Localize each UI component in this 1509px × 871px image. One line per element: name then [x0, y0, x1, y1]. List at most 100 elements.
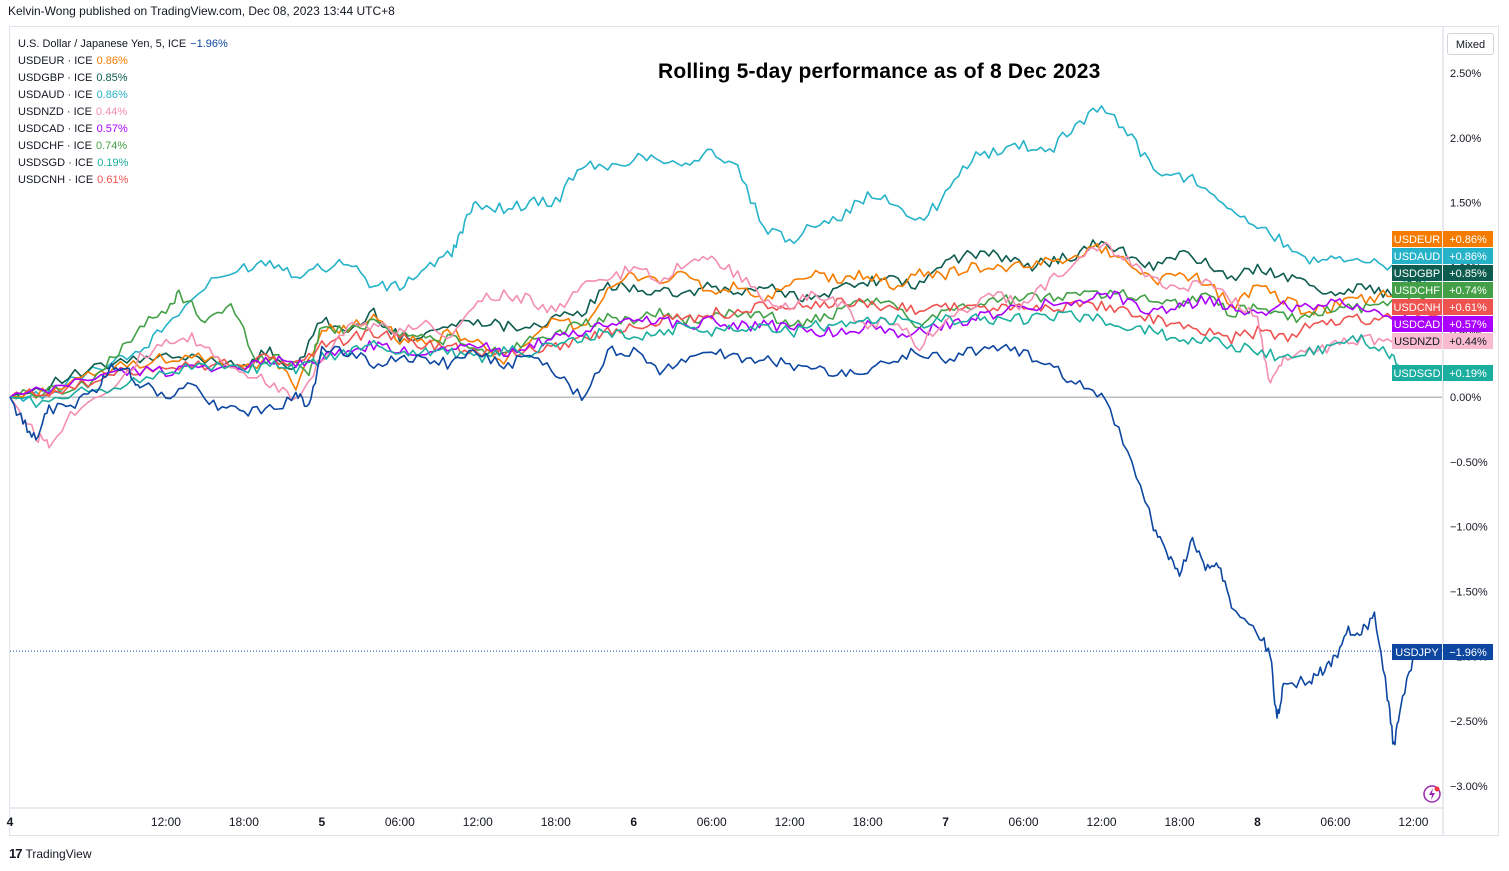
legend-label: USDAUD · ICE — [18, 89, 93, 101]
legend-row-usdnzd[interactable]: USDNZD · ICE 0.44% — [18, 104, 228, 121]
y-tick-label: −0.50% — [1450, 457, 1488, 469]
x-tick-label: 12:00 — [1087, 815, 1117, 829]
legend-label: USDSGD · ICE — [18, 157, 94, 169]
x-tick-label: 18:00 — [229, 815, 259, 829]
series-value-tag — [1443, 365, 1493, 381]
legend-label: USDNZD · ICE — [18, 106, 92, 118]
chart-frame — [9, 26, 1499, 836]
x-tick-label: 6 — [630, 815, 637, 829]
legend-main-row[interactable]: U.S. Dollar / Japanese Yen, 5, ICE −1.96% — [18, 36, 228, 53]
legend-value: 0.74% — [95, 140, 128, 152]
series-value-label: −1.96% — [1449, 647, 1487, 659]
series-name-tag — [1392, 644, 1442, 660]
series-value-label: +0.86% — [1449, 234, 1487, 246]
tradingview-logo-icon: 17 — [9, 846, 23, 861]
series-name-label: USDJPY — [1395, 647, 1439, 659]
series-name-label: USDSGD — [1393, 368, 1440, 380]
series-value-tag — [1443, 333, 1493, 349]
series-value-label: +0.44% — [1449, 336, 1487, 348]
series-value-tag — [1443, 316, 1493, 332]
legend-label: USDEUR · ICE — [18, 55, 93, 67]
footer-brand[interactable]: 17 TradingView — [9, 846, 92, 861]
x-tick-label: 5 — [319, 815, 326, 829]
legend-label: USDCHF · ICE — [18, 140, 92, 152]
series-name-label: USDNZD — [1394, 336, 1440, 348]
legend-row-usdeur[interactable]: USDEUR · ICE 0.86% — [18, 53, 228, 70]
series-line-usdnzd — [9, 241, 1443, 449]
y-tick-label: −1.00% — [1450, 522, 1488, 534]
series-name-tag — [1392, 265, 1442, 281]
series-value-tag — [1443, 644, 1493, 660]
x-tick-label: 12:00 — [1398, 815, 1428, 829]
y-tick-label: 2.00% — [1450, 133, 1481, 145]
series-value-label: +0.19% — [1449, 368, 1487, 380]
legend-main-value: −1.96% — [190, 38, 228, 50]
legend-label: USDCNH · ICE — [18, 174, 94, 186]
series-legend: U.S. Dollar / Japanese Yen, 5, ICE −1.96%… — [18, 36, 228, 189]
y-tick-label: 1.50% — [1450, 198, 1481, 210]
x-tick-label: 06:00 — [1320, 815, 1350, 829]
legend-row-usdsgd[interactable]: USDSGD · ICE 0.19% — [18, 155, 228, 172]
series-value-tag — [1443, 265, 1493, 281]
series-name-tag — [1392, 299, 1442, 315]
x-tick-label: 7 — [942, 815, 949, 829]
series-name-tag — [1392, 231, 1442, 247]
x-tick-label: 12:00 — [151, 815, 181, 829]
x-tick-label: 8 — [1254, 815, 1261, 829]
series-line-usdaud — [9, 105, 1443, 402]
x-tick-label: 18:00 — [541, 815, 571, 829]
legend-label: USDCAD · ICE — [18, 123, 93, 135]
flash-icon[interactable] — [1422, 784, 1442, 804]
series-name-tag — [1392, 365, 1442, 381]
series-value-tag — [1443, 282, 1493, 298]
series-name-tag — [1392, 248, 1442, 264]
series-value-label: +0.86% — [1449, 251, 1487, 263]
legend-row-usdchf[interactable]: USDCHF · ICE 0.74% — [18, 138, 228, 155]
x-tick-label: 06:00 — [385, 815, 415, 829]
y-tick-label: −1.50% — [1450, 587, 1488, 599]
series-line-usdgbp — [9, 239, 1443, 398]
series-name-tag — [1392, 282, 1442, 298]
legend-value: 0.44% — [95, 106, 128, 118]
legend-value: 0.85% — [96, 72, 128, 84]
series-name-tag — [1392, 316, 1442, 332]
series-value-tag — [1443, 231, 1493, 247]
legend-value: 0.57% — [96, 123, 128, 135]
x-tick-label: 18:00 — [853, 815, 883, 829]
series-line-usdchf — [9, 288, 1443, 400]
legend-row-usdcad[interactable]: USDCAD · ICE 0.57% — [18, 121, 228, 138]
x-tick-label: 12:00 — [463, 815, 493, 829]
chart-title: Rolling 5-day performance as of 8 Dec 20… — [658, 60, 1101, 83]
series-name-label: USDAUD — [1394, 251, 1441, 263]
y-tick-label: 2.50% — [1450, 68, 1481, 80]
series-line-usdcnh — [9, 297, 1443, 398]
series-name-tag — [1392, 333, 1442, 349]
x-tick-label: 06:00 — [1009, 815, 1039, 829]
x-tick-label: 4 — [7, 815, 14, 829]
publisher-caption: Kelvin-Wong published on TradingView.com… — [8, 4, 395, 18]
series-line-usdjpy — [9, 343, 1443, 746]
series-value-label: +0.61% — [1449, 302, 1487, 314]
legend-value: 0.86% — [96, 55, 128, 67]
legend-row-usdgbp[interactable]: USDGBP · ICE 0.85% — [18, 70, 228, 87]
series-value-label: +0.74% — [1449, 285, 1487, 297]
series-name-label: USDEUR — [1394, 234, 1441, 246]
y-tick-label: 0.00% — [1450, 392, 1481, 404]
legend-main-label: U.S. Dollar / Japanese Yen, 5, ICE — [18, 38, 187, 50]
x-tick-label: 12:00 — [775, 815, 805, 829]
series-value-tag — [1443, 299, 1493, 315]
legend-row-usdaud[interactable]: USDAUD · ICE 0.86% — [18, 87, 228, 104]
legend-value: 0.61% — [97, 174, 129, 186]
x-tick-label: 18:00 — [1164, 815, 1194, 829]
y-tick-label: −2.50% — [1450, 716, 1488, 728]
series-name-label: USDCHF — [1394, 285, 1440, 297]
legend-row-usdcnh[interactable]: USDCNH · ICE 0.61% — [18, 172, 228, 189]
legend-value: 0.86% — [96, 89, 128, 101]
series-value-label: +0.57% — [1449, 319, 1487, 331]
scale-mode-button[interactable]: Mixed — [1447, 33, 1494, 55]
footer-brand-text: TradingView — [25, 846, 92, 861]
series-value-tag — [1443, 248, 1493, 264]
series-name-label: USDCAD — [1394, 319, 1441, 331]
series-line-usdcad — [9, 290, 1443, 398]
